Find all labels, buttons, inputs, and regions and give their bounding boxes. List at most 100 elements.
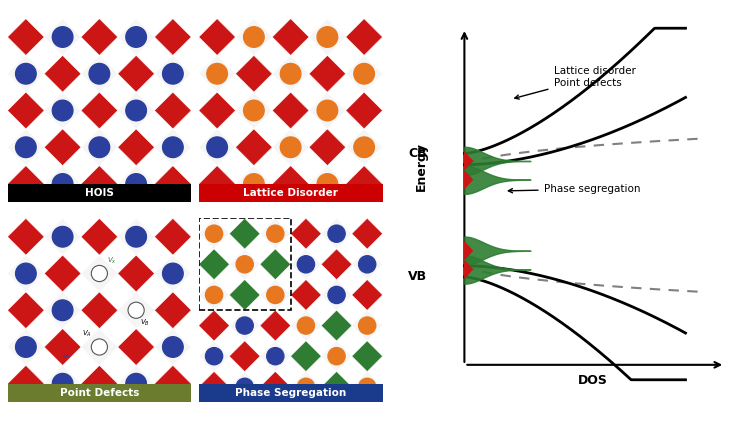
Polygon shape bbox=[260, 371, 291, 402]
Polygon shape bbox=[81, 366, 118, 402]
Polygon shape bbox=[199, 280, 230, 310]
Polygon shape bbox=[346, 166, 382, 202]
Bar bbox=[199, 184, 382, 202]
Polygon shape bbox=[230, 310, 260, 341]
Polygon shape bbox=[44, 218, 81, 255]
Circle shape bbox=[92, 339, 107, 355]
Circle shape bbox=[297, 317, 314, 334]
Polygon shape bbox=[81, 292, 118, 329]
Polygon shape bbox=[118, 292, 154, 329]
Polygon shape bbox=[81, 218, 118, 255]
Circle shape bbox=[126, 100, 146, 121]
Circle shape bbox=[297, 378, 314, 395]
Text: $V_B$: $V_B$ bbox=[140, 318, 150, 328]
Polygon shape bbox=[346, 129, 382, 166]
Polygon shape bbox=[236, 129, 272, 166]
Circle shape bbox=[236, 256, 254, 273]
Text: Phase Segregation: Phase Segregation bbox=[235, 388, 346, 398]
Circle shape bbox=[244, 100, 264, 121]
Circle shape bbox=[128, 302, 144, 318]
Polygon shape bbox=[352, 310, 382, 341]
Circle shape bbox=[53, 100, 73, 121]
Polygon shape bbox=[118, 19, 154, 55]
Circle shape bbox=[207, 63, 227, 84]
Circle shape bbox=[328, 348, 345, 365]
Polygon shape bbox=[154, 366, 191, 402]
Polygon shape bbox=[44, 166, 81, 202]
Polygon shape bbox=[352, 341, 382, 371]
Circle shape bbox=[244, 27, 264, 47]
Circle shape bbox=[267, 286, 284, 303]
Polygon shape bbox=[464, 261, 472, 278]
Polygon shape bbox=[291, 280, 321, 310]
Circle shape bbox=[236, 378, 254, 395]
Polygon shape bbox=[8, 92, 44, 129]
Polygon shape bbox=[352, 218, 382, 249]
Circle shape bbox=[354, 63, 374, 84]
Polygon shape bbox=[236, 166, 272, 202]
Polygon shape bbox=[260, 341, 291, 371]
Polygon shape bbox=[230, 249, 260, 280]
Polygon shape bbox=[236, 92, 272, 129]
Polygon shape bbox=[118, 55, 154, 92]
Polygon shape bbox=[44, 292, 81, 329]
Polygon shape bbox=[309, 19, 346, 55]
Polygon shape bbox=[118, 255, 154, 292]
Circle shape bbox=[317, 100, 338, 121]
Polygon shape bbox=[8, 166, 44, 202]
Polygon shape bbox=[81, 19, 118, 55]
Polygon shape bbox=[321, 249, 352, 280]
Polygon shape bbox=[230, 280, 260, 310]
Polygon shape bbox=[464, 171, 472, 188]
Circle shape bbox=[280, 137, 301, 158]
Circle shape bbox=[53, 227, 73, 247]
Text: Point Defects: Point Defects bbox=[60, 388, 139, 398]
Text: CB: CB bbox=[408, 147, 427, 160]
Polygon shape bbox=[321, 310, 352, 341]
Circle shape bbox=[16, 337, 36, 357]
Circle shape bbox=[236, 317, 254, 334]
Circle shape bbox=[163, 63, 183, 84]
Circle shape bbox=[126, 27, 146, 47]
Circle shape bbox=[328, 286, 345, 303]
Circle shape bbox=[126, 174, 146, 194]
Polygon shape bbox=[118, 218, 154, 255]
Polygon shape bbox=[81, 255, 118, 292]
Circle shape bbox=[92, 266, 107, 282]
Circle shape bbox=[207, 137, 227, 158]
Polygon shape bbox=[199, 341, 230, 371]
Polygon shape bbox=[199, 310, 230, 341]
Polygon shape bbox=[118, 129, 154, 166]
Polygon shape bbox=[272, 55, 309, 92]
Polygon shape bbox=[309, 55, 346, 92]
Polygon shape bbox=[346, 19, 382, 55]
Bar bbox=[199, 218, 291, 310]
Polygon shape bbox=[8, 55, 44, 92]
Polygon shape bbox=[154, 129, 191, 166]
Polygon shape bbox=[260, 249, 291, 280]
Circle shape bbox=[126, 227, 146, 247]
Polygon shape bbox=[272, 129, 309, 166]
Polygon shape bbox=[81, 55, 118, 92]
Circle shape bbox=[244, 174, 264, 194]
Polygon shape bbox=[199, 55, 236, 92]
Polygon shape bbox=[309, 166, 346, 202]
Polygon shape bbox=[199, 166, 236, 202]
Text: Lattice disorder
Point defects: Lattice disorder Point defects bbox=[514, 66, 635, 99]
Polygon shape bbox=[291, 218, 321, 249]
Circle shape bbox=[126, 374, 146, 394]
Polygon shape bbox=[154, 218, 191, 255]
Polygon shape bbox=[230, 371, 260, 402]
Polygon shape bbox=[154, 329, 191, 366]
Circle shape bbox=[297, 256, 314, 273]
Circle shape bbox=[317, 27, 338, 47]
Text: Energy: Energy bbox=[415, 142, 428, 191]
Polygon shape bbox=[44, 19, 81, 55]
Polygon shape bbox=[291, 310, 321, 341]
Polygon shape bbox=[118, 366, 154, 402]
Polygon shape bbox=[199, 129, 236, 166]
Polygon shape bbox=[8, 255, 44, 292]
Polygon shape bbox=[8, 329, 44, 366]
Polygon shape bbox=[199, 92, 236, 129]
Circle shape bbox=[267, 225, 284, 242]
